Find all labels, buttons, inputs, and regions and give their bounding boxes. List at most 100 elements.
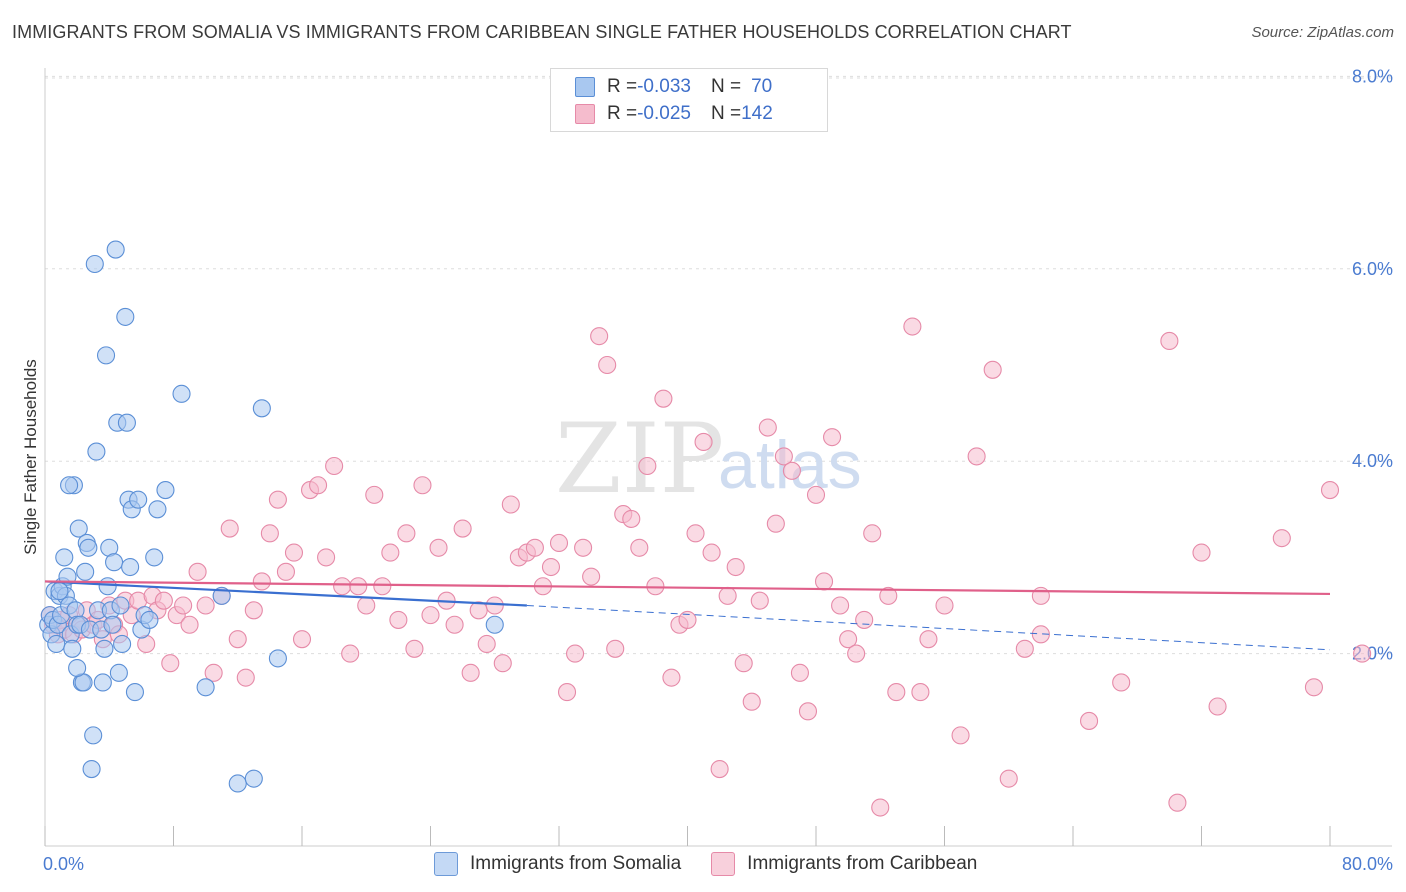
- caribbean-point: [268, 490, 287, 509]
- caribbean-point: [766, 514, 785, 533]
- chart-title: IMMIGRANTS FROM SOMALIA VS IMMIGRANTS FR…: [12, 22, 1072, 42]
- somalia-point: [244, 769, 263, 788]
- somalia-point: [212, 586, 231, 605]
- somalia-point: [252, 399, 271, 418]
- caribbean-point: [678, 610, 697, 629]
- caribbean-point: [574, 538, 593, 557]
- legend-n-value-caribbean: 142: [741, 103, 773, 124]
- y-tick-label: 8.0%: [1352, 66, 1393, 86]
- caribbean-point: [806, 485, 826, 504]
- caribbean-point: [485, 596, 504, 615]
- somalia-point: [87, 442, 106, 461]
- caribbean-point: [911, 683, 930, 702]
- caribbean-point: [879, 586, 898, 605]
- caribbean-point: [590, 327, 609, 346]
- caribbean-point: [622, 509, 641, 528]
- caribbean-point: [1015, 639, 1034, 658]
- caribbean-point: [662, 668, 681, 687]
- somalia-point: [55, 548, 74, 567]
- somalia-point: [68, 658, 87, 678]
- somalia-point: [50, 582, 69, 601]
- caribbean-point: [863, 524, 882, 543]
- caribbean-point: [525, 538, 544, 557]
- caribbean-point: [381, 543, 400, 562]
- caribbean-point: [180, 615, 199, 634]
- caribbean-point: [831, 596, 850, 615]
- caribbean-point: [549, 533, 569, 553]
- caribbean-point: [790, 663, 809, 682]
- legend-r-value-somalia: -0.033: [637, 76, 691, 97]
- caribbean-point: [493, 654, 512, 673]
- legend-item-somalia[interactable]: Immigrants from Somalia: [434, 852, 681, 876]
- caribbean-point: [1272, 529, 1291, 548]
- caribbean-point: [236, 668, 255, 687]
- caribbean-point: [686, 524, 705, 543]
- watermark-zip: ZIP: [555, 403, 724, 515]
- caribbean-point: [742, 692, 761, 711]
- caribbean-point: [823, 428, 842, 447]
- somalia-point: [121, 557, 140, 577]
- axis-layer: 2.0%4.0%6.0%8.0%0.0% 80.0%: [43, 66, 1393, 874]
- caribbean-point: [983, 360, 1002, 379]
- somalia-point: [196, 678, 215, 697]
- legend-row-somalia: R = -0.033 N = 70: [575, 75, 772, 99]
- caribbean-point: [1112, 673, 1131, 692]
- caribbean-point: [710, 759, 729, 779]
- somalia-point: [125, 683, 144, 702]
- caribbean-point: [871, 798, 890, 817]
- somalia-trendline-extension: [526, 605, 1331, 651]
- caribbean-point: [1304, 678, 1323, 697]
- somalia-point: [145, 548, 164, 567]
- y-tick-label: 4.0%: [1352, 451, 1393, 471]
- caribbean-point: [317, 548, 336, 567]
- caribbean-point: [196, 596, 215, 615]
- caribbean-swatch: [575, 104, 595, 124]
- caribbean-point: [252, 572, 271, 591]
- caribbean-point: [325, 456, 344, 476]
- caribbean-point: [453, 519, 472, 538]
- somalia-legend-label: Immigrants from Somalia: [470, 853, 682, 874]
- caribbean-point: [1168, 793, 1187, 812]
- caribbean-point: [309, 476, 328, 495]
- y-tick-label: 6.0%: [1352, 259, 1393, 279]
- caribbean-point: [276, 562, 295, 581]
- somalia-point: [76, 562, 95, 581]
- somalia-point: [60, 476, 79, 495]
- caribbean-point: [694, 432, 713, 452]
- somalia-swatch: [575, 77, 595, 97]
- caribbean-point: [389, 610, 408, 629]
- caribbean-point: [429, 538, 448, 557]
- legend-r-label: R =: [607, 76, 638, 97]
- caribbean-point: [654, 389, 673, 408]
- somalia-point: [113, 634, 132, 654]
- somalia-legend-swatch: [434, 852, 458, 876]
- caribbean-point: [244, 601, 263, 620]
- chart-source: Source: ZipAtlas.com: [1251, 24, 1394, 41]
- caribbean-point: [702, 543, 721, 562]
- caribbean-point: [566, 644, 585, 663]
- caribbean-point: [638, 456, 657, 476]
- caribbean-point: [951, 726, 970, 745]
- caribbean-point: [204, 663, 223, 682]
- caribbean-point: [967, 447, 986, 466]
- caribbean-point: [541, 557, 561, 577]
- somalia-point: [103, 615, 122, 634]
- somalia-point: [116, 307, 135, 326]
- caribbean-point: [349, 577, 368, 596]
- caribbean-point: [598, 355, 617, 375]
- somalia-point: [105, 553, 124, 572]
- caribbean-point: [1031, 586, 1050, 605]
- caribbean-point: [726, 557, 745, 577]
- caribbean-point: [292, 630, 312, 649]
- caribbean-point: [1031, 625, 1050, 644]
- caribbean-point: [333, 577, 352, 596]
- caribbean-point: [220, 519, 239, 538]
- somalia-point: [228, 774, 247, 793]
- caribbean-point: [461, 663, 480, 682]
- legend-item-caribbean[interactable]: Immigrants from Caribbean: [711, 852, 977, 876]
- caribbean-point: [260, 524, 279, 543]
- caribbean-legend-label: Immigrants from Caribbean: [747, 853, 978, 874]
- caribbean-point: [357, 596, 376, 615]
- somalia-point: [85, 254, 104, 274]
